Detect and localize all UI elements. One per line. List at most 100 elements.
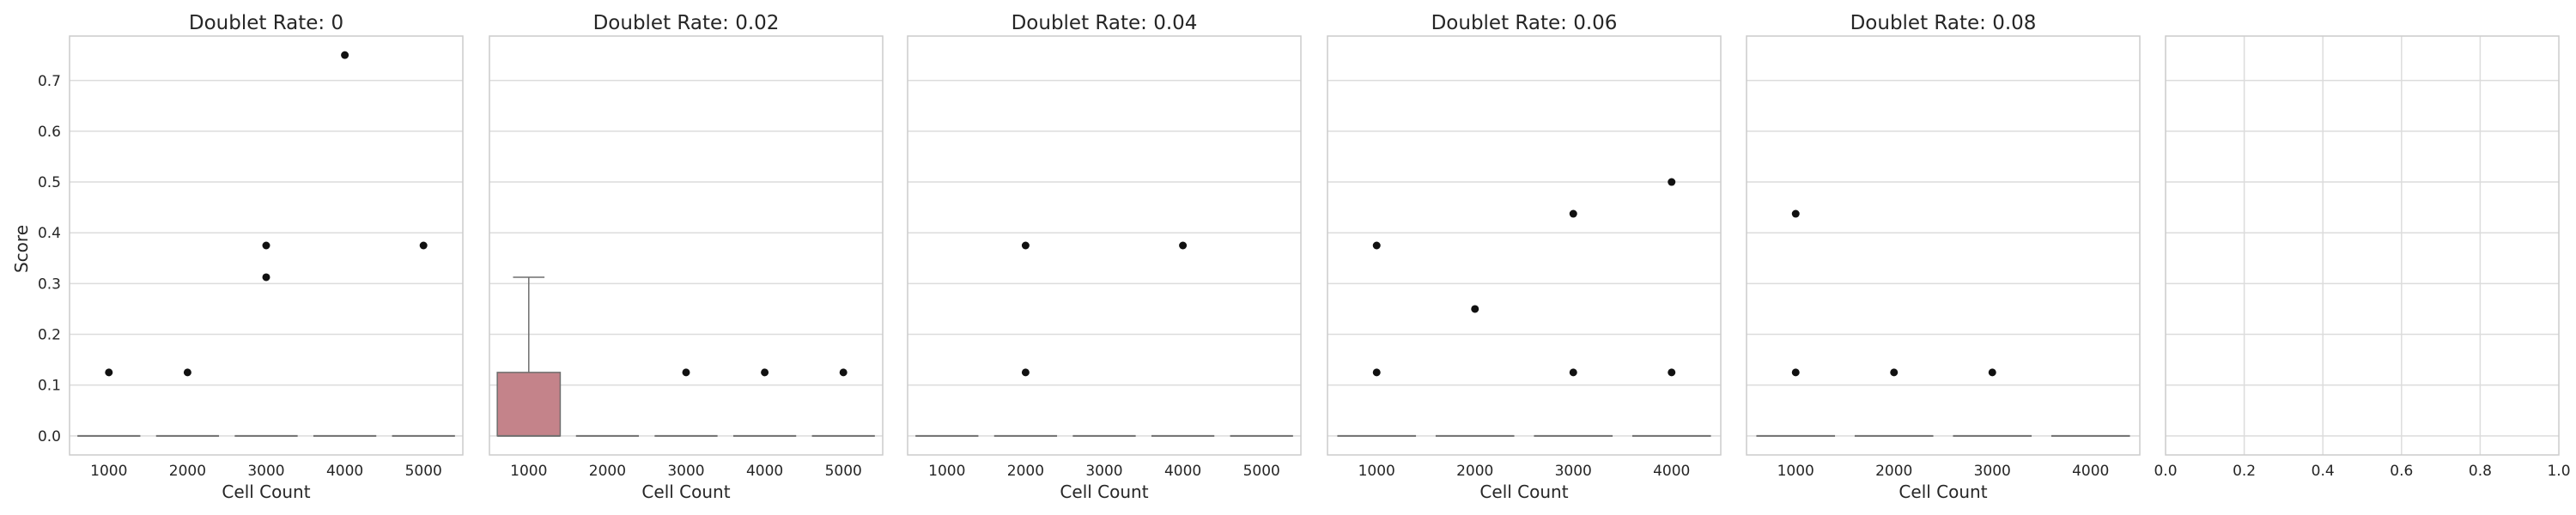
x-tick-label: 3000 — [1974, 463, 2011, 480]
y-tick-label: 0.7 — [38, 73, 61, 90]
outlier-point — [1021, 368, 1030, 377]
outlier-point — [1569, 209, 1577, 218]
box-3000 — [1953, 368, 2032, 437]
x-tick-label: 0.4 — [2312, 463, 2335, 480]
outlier-point — [1791, 368, 1800, 377]
x-tick-label: 2000 — [169, 463, 206, 480]
x-tick-label: 0.0 — [2154, 463, 2177, 480]
box-1000 — [1337, 241, 1417, 437]
x-axis-label: Cell Count — [1899, 482, 1987, 502]
panel-title: Doublet Rate: 0.02 — [593, 12, 780, 34]
chart-panel-5: Doublet Rate: 0.08 1000 2000 3000 4000 Cell C… — [1746, 12, 2141, 502]
panel-title: Doublet Rate: 0 — [189, 12, 343, 34]
box-5000 — [392, 241, 455, 437]
x-tick-label: 2000 — [589, 463, 626, 480]
outlier-point — [1372, 241, 1381, 250]
panel-title: Doublet Rate: 0.08 — [1850, 12, 2037, 34]
box-1000 — [77, 368, 141, 437]
x-tick-label: 3000 — [1085, 463, 1122, 480]
x-axis-label: Cell Count — [1060, 482, 1148, 502]
x-tick-label: 4000 — [746, 463, 783, 480]
x-tick-label: 0.6 — [2390, 463, 2413, 480]
y-axis-label: Score — [11, 225, 32, 273]
chart-panel-6: 0.0 0.2 0.4 0.6 0.8 1.0 — [2154, 35, 2571, 480]
x-tick-label: 2000 — [1875, 463, 1912, 480]
box-4000 — [1631, 178, 1711, 437]
box-5000 — [811, 368, 875, 437]
axes-frame — [1746, 35, 2141, 456]
box-1000 — [496, 276, 562, 437]
x-tick-label: 2000 — [1007, 463, 1044, 480]
outlier-point — [1668, 178, 1676, 186]
box-3000 — [1534, 209, 1613, 437]
x-tick-label: 1000 — [510, 463, 547, 480]
chart-panel-1: Doublet Rate: 0 1000 2000 3000 4000 5000 Cell … — [38, 12, 464, 502]
outlier-point — [1791, 209, 1800, 218]
axes-frame — [907, 35, 1302, 456]
x-tick-label: 3000 — [247, 463, 284, 480]
y-tick-label: 0.3 — [38, 276, 61, 293]
box-3000 — [654, 368, 718, 437]
box-2000 — [993, 241, 1058, 437]
panel-title: Doublet Rate: 0.04 — [1012, 12, 1198, 34]
y-tick-label: 0.4 — [38, 225, 61, 242]
box-body — [496, 372, 562, 437]
outlier-point — [1372, 368, 1381, 377]
panel-title: Doublet Rate: 0.06 — [1431, 12, 1618, 34]
y-tick-label: 0.1 — [38, 378, 61, 395]
box-2000 — [1854, 368, 1934, 437]
outlier-point — [1179, 241, 1188, 250]
box-4000 — [732, 368, 797, 437]
y-tick-label: 0.0 — [38, 428, 61, 445]
x-tick-label: 4000 — [1164, 463, 1201, 480]
box-3000 — [234, 241, 298, 437]
x-axis-label: Cell Count — [1479, 482, 1568, 502]
outlier-point — [341, 51, 349, 59]
chart-panel-2: Doublet Rate: 0.02 1000 2000 3000 4000 5000 Ce… — [489, 12, 884, 502]
x-tick-label: 5000 — [825, 463, 862, 480]
axes-frame — [2165, 35, 2560, 456]
outlier-point — [1471, 305, 1479, 313]
outlier-point — [839, 368, 848, 377]
outlier-point — [105, 368, 113, 377]
box-4000 — [1151, 241, 1215, 437]
chart-panel-3: Doublet Rate: 0.04 1000 2000 3000 4000 5000 Ce… — [907, 12, 1302, 502]
outlier-point — [1668, 368, 1676, 377]
outlier-point — [1569, 368, 1577, 377]
y-tick-label: 0.2 — [38, 327, 61, 344]
x-tick-label: 5000 — [405, 463, 442, 480]
outlier-point — [682, 368, 690, 377]
box-2000 — [155, 368, 220, 437]
x-tick-label: 1000 — [1358, 463, 1395, 480]
y-tick-label: 0.5 — [38, 174, 61, 191]
outlier-point — [1021, 241, 1030, 250]
box-1000 — [1756, 209, 1836, 437]
y-tick-label: 0.6 — [38, 124, 61, 141]
x-tick-label: 4000 — [2072, 463, 2109, 480]
outlier-point — [761, 368, 769, 377]
x-tick-label: 0.2 — [2233, 463, 2256, 480]
outlier-point — [1890, 368, 1899, 377]
x-tick-label: 0.8 — [2469, 463, 2492, 480]
axes-frame — [69, 35, 464, 456]
x-tick-label: 2000 — [1456, 463, 1493, 480]
axes-frame — [489, 35, 884, 456]
x-tick-label: 3000 — [667, 463, 704, 480]
x-axis-label: Cell Count — [641, 482, 730, 502]
x-tick-label: 4000 — [326, 463, 363, 480]
x-tick-label: 1000 — [1777, 463, 1814, 480]
box-2000 — [1435, 305, 1515, 437]
box-4000 — [313, 51, 377, 437]
x-tick-label: 3000 — [1555, 463, 1592, 480]
outlier-point — [1988, 368, 1996, 377]
x-tick-label: 5000 — [1243, 463, 1280, 480]
x-tick-label: 1.0 — [2547, 463, 2570, 480]
outlier-point — [183, 368, 191, 377]
axes-frame — [1327, 35, 1722, 456]
chart-panel-4: Doublet Rate: 0.06 1000 2000 3000 4000 Cell C… — [1327, 12, 1722, 502]
outlier-point — [419, 241, 428, 250]
outlier-point — [262, 241, 270, 250]
x-tick-label: 1000 — [90, 463, 127, 480]
